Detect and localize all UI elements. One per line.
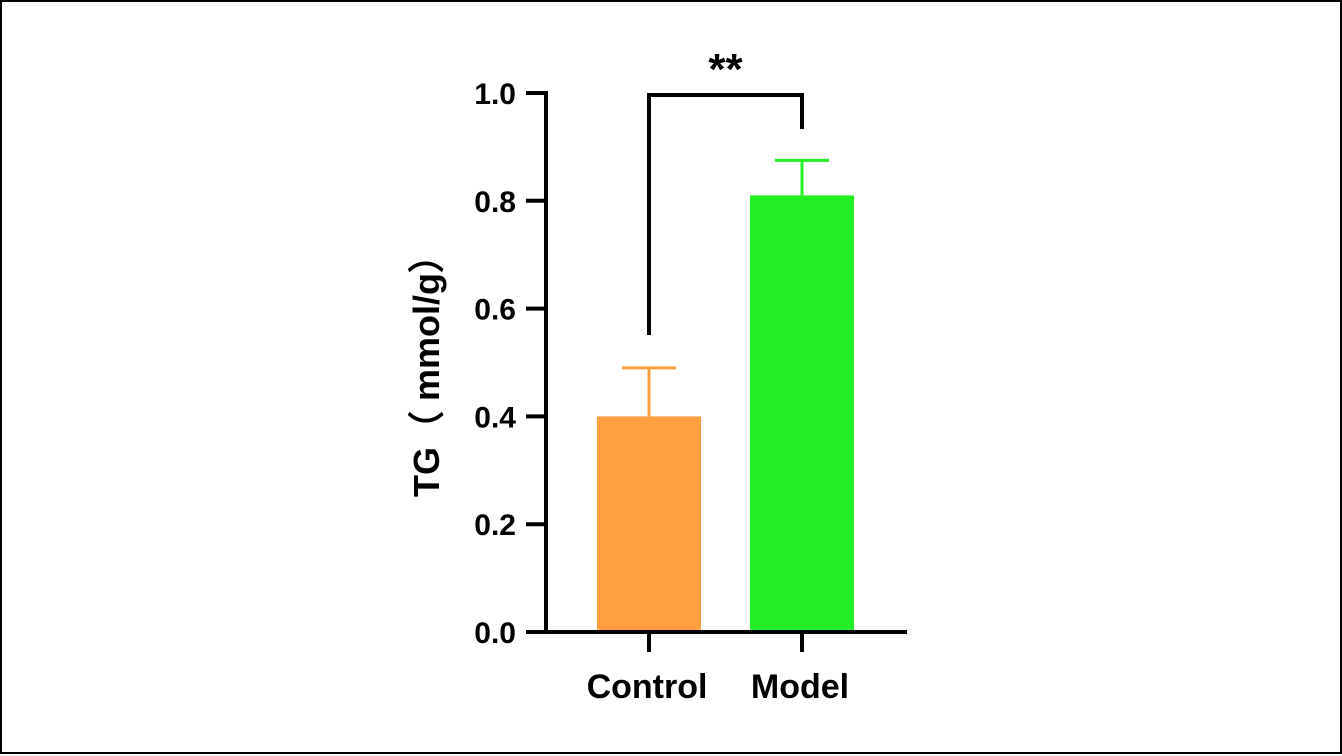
chart-marks: 0.0 0.2 0.4 0.6 0.8 1.0 Control Model TG（ mmol/g… — [406, 45, 907, 706]
y-axis-title: TG（ mmol/g） — [406, 237, 447, 497]
significance-bracket — [647, 93, 804, 335]
y-tick-label: 0.4 — [474, 401, 516, 434]
y-tick-label: 0.2 — [474, 509, 516, 542]
y-tick-label: 0.6 — [474, 294, 516, 327]
y-tick-label: 0.0 — [474, 617, 516, 650]
x-tick-label-model: Model — [751, 668, 849, 706]
significance-label: ** — [708, 45, 743, 94]
y-tick-label: 1.0 — [474, 78, 516, 111]
x-tick-label-control: Control — [587, 668, 708, 706]
bar-control — [597, 416, 701, 632]
bar-model — [750, 195, 854, 632]
y-tick-label: 0.8 — [474, 186, 516, 219]
